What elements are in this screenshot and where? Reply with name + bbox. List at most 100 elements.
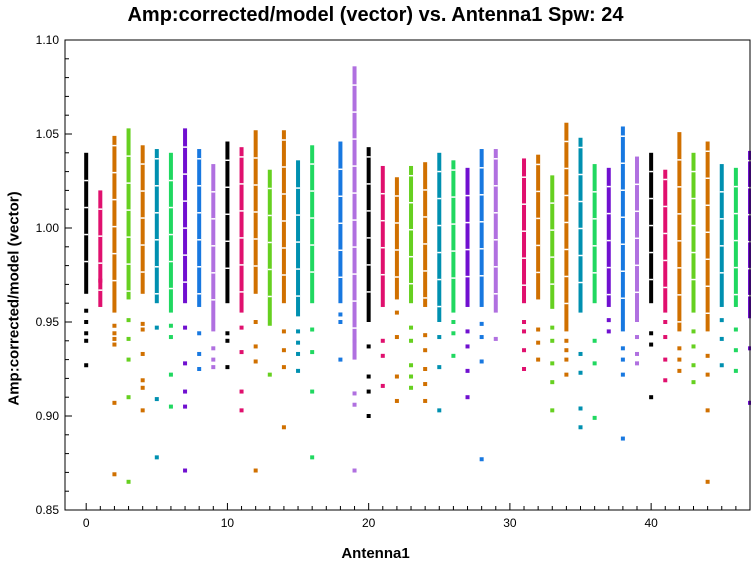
point-gap: [310, 217, 315, 219]
data-point: [253, 344, 258, 349]
point-gap: [409, 255, 414, 258]
antenna-series: [126, 128, 131, 484]
point-gap: [366, 291, 371, 293]
antenna-series: [267, 169, 272, 377]
data-point-column: [536, 154, 541, 300]
data-point: [564, 372, 569, 377]
point-gap: [620, 243, 625, 245]
point-gap: [352, 273, 357, 275]
data-point: [649, 395, 654, 400]
point-gap: [168, 179, 173, 182]
point-gap: [394, 195, 399, 197]
point-gap: [691, 197, 696, 200]
x-tick-label: 40: [644, 516, 658, 530]
point-gap: [635, 183, 640, 186]
point-gap: [183, 173, 188, 175]
data-point-column: [620, 126, 625, 332]
point-gap: [635, 210, 640, 213]
point-gap: [733, 293, 738, 296]
point-gap: [423, 270, 428, 272]
point-gap: [112, 171, 117, 174]
point-gap: [465, 248, 470, 251]
data-point: [423, 348, 428, 353]
point-gap: [197, 185, 202, 187]
point-gap: [239, 156, 244, 158]
data-point-column: [578, 137, 583, 313]
data-point: [635, 335, 640, 340]
data-point: [663, 357, 668, 362]
point-gap: [592, 272, 597, 274]
point-gap: [140, 190, 145, 192]
antenna-series: [522, 158, 527, 371]
data-point-column: [310, 145, 315, 304]
data-point: [635, 351, 640, 356]
point-gap: [677, 213, 682, 215]
data-point-column: [239, 147, 244, 313]
data-point: [649, 331, 654, 336]
data-point: [366, 414, 371, 418]
point-gap: [451, 196, 456, 198]
data-point-column: [493, 149, 498, 313]
antenna-series: [663, 169, 668, 383]
point-gap: [281, 193, 286, 195]
point-gap: [296, 295, 301, 297]
point-gap: [394, 249, 399, 251]
point-gap: [380, 246, 385, 249]
data-point: [592, 338, 597, 343]
data-point-column: [267, 169, 272, 326]
data-point: [620, 346, 625, 351]
antenna-series: [380, 165, 385, 388]
antenna-series: [465, 167, 470, 400]
point-gap: [536, 163, 541, 166]
data-point: [733, 327, 738, 332]
point-gap: [479, 221, 484, 223]
data-point: [465, 344, 470, 349]
data-point: [409, 374, 414, 379]
point-gap: [239, 183, 244, 185]
data-point: [493, 336, 498, 341]
point-gap: [281, 166, 286, 168]
data-point-column: [409, 165, 414, 304]
data-point: [423, 333, 428, 338]
x-axis-label: Antenna1: [341, 545, 410, 562]
data-point: [380, 338, 385, 343]
point-gap: [168, 260, 173, 263]
point-gap: [620, 162, 625, 164]
point-gap: [719, 272, 724, 274]
point-gap: [733, 239, 738, 242]
data-point: [126, 318, 131, 323]
data-point: [578, 351, 583, 356]
data-point: [380, 353, 385, 358]
point-gap: [183, 254, 188, 256]
point-gap: [281, 139, 286, 141]
data-point-column: [197, 149, 202, 307]
point-gap: [479, 167, 484, 169]
antenna-series: [239, 147, 244, 413]
data-point-column: [719, 164, 724, 307]
data-point: [536, 340, 541, 345]
point-gap: [211, 218, 216, 220]
point-gap: [352, 300, 357, 302]
data-point: [578, 406, 583, 411]
antenna-series: [550, 175, 555, 413]
point-gap: [564, 167, 569, 170]
data-point-column: [211, 164, 216, 332]
data-point: [126, 479, 131, 484]
point-gap: [126, 155, 131, 157]
point-gap: [352, 84, 357, 86]
data-point: [239, 325, 244, 330]
data-point: [84, 363, 89, 368]
data-point: [197, 331, 202, 336]
data-point: [592, 361, 597, 366]
point-gap: [564, 248, 569, 251]
point-gap: [719, 218, 724, 220]
data-point: [310, 327, 315, 332]
point-gap: [564, 140, 569, 143]
data-point: [168, 323, 173, 328]
data-point: [719, 318, 724, 323]
point-gap: [112, 252, 117, 255]
antenna-series: [225, 141, 230, 370]
point-gap: [140, 244, 145, 246]
point-gap: [733, 266, 738, 269]
